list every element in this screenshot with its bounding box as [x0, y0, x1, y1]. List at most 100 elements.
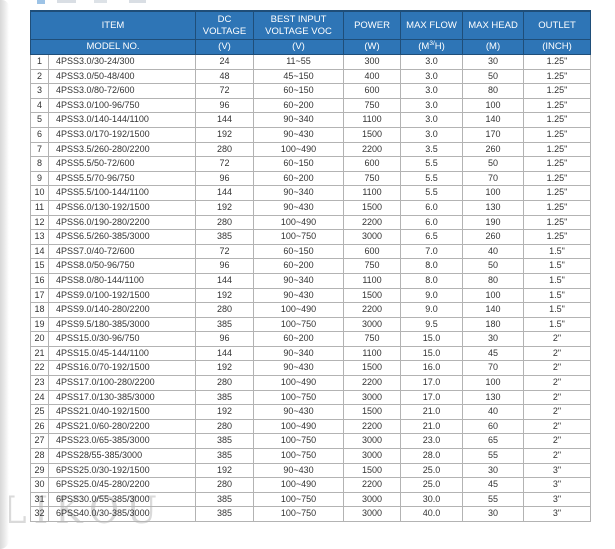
dc-voltage-cell: 96	[195, 258, 255, 274]
row-number-cell: 24	[30, 389, 49, 406]
outlet-cell: 1.25"	[523, 68, 592, 85]
max-head-cell: 60	[462, 418, 525, 435]
max-head-cell: 40	[462, 243, 525, 260]
max-head-cell: 30	[462, 54, 525, 70]
unit-power: (W)	[343, 39, 402, 55]
outlet-cell: 1.5"	[523, 302, 592, 318]
best-input-cell: 100~750	[253, 229, 345, 245]
unit-outlet: (INCH)	[523, 39, 592, 55]
row-number-cell: 25	[30, 404, 49, 420]
header-max-head: MAX HEAD	[462, 10, 525, 40]
dc-voltage-cell: 48	[195, 68, 255, 85]
row-number-cell: 7	[30, 141, 49, 158]
best-input-cell: 100~490	[253, 141, 345, 158]
best-input-cell: 100~490	[253, 418, 345, 435]
table-row: 21 4PSS15.0/45-144/1100 144 90~340 1100 15.0 4…	[30, 345, 592, 362]
power-cell: 2200	[343, 375, 402, 391]
dc-voltage-cell: 385	[195, 433, 255, 450]
power-cell: 2200	[343, 214, 402, 231]
table-row: 28 4PSS28/55-385/3000 385 100~750 3000 28.0 55…	[30, 448, 592, 464]
table-row: 14 4PSS7.0/40-72/600 72 60~150 600 7.0 40 1.5"	[30, 243, 592, 260]
model-no-cell: 6PSS25.0/30-192/1500	[47, 462, 197, 479]
outlet-cell: 1.25"	[523, 126, 592, 143]
outlet-cell: 1.5"	[523, 316, 592, 333]
header-item: ITEM	[29, 10, 197, 40]
power-cell: 2200	[343, 418, 402, 435]
row-number-cell: 9	[30, 170, 49, 187]
max-flow-cell: 3.0	[400, 126, 464, 143]
max-flow-cell: 5.5	[400, 170, 464, 187]
best-input-cell: 100~490	[253, 214, 345, 231]
max-head-cell: 50	[462, 68, 525, 85]
best-input-cell: 60~150	[253, 156, 345, 172]
model-no-cell: 4PSS9.0/100-192/1500	[47, 287, 197, 304]
table-row: 11 4PSS6.0/130-192/1500 192 90~430 1500 6.0 13…	[30, 199, 592, 216]
model-no-cell: 4PSS9.0/140-280/2200	[47, 302, 197, 318]
best-input-cell: 60~150	[253, 83, 345, 99]
table-row: 1 4PSS3.0/30-24/300 24 11~55 300 3.0 30 1.25"	[30, 54, 592, 70]
power-cell: 2200	[343, 302, 402, 318]
table-row: 30 6PSS25.0/45-280/2200 280 100~490 2200 25.0…	[30, 477, 592, 493]
dc-voltage-cell: 385	[195, 229, 255, 245]
dc-voltage-cell: 192	[195, 199, 255, 216]
outlet-cell: 1.25"	[523, 112, 592, 128]
dc-voltage-cell: 280	[195, 418, 255, 435]
outlet-cell: 1.25"	[523, 229, 592, 245]
best-input-cell: 60~200	[253, 97, 345, 114]
table-row: 15 4PSS8.0/50-96/750 96 60~200 750 8.0 50 1.5"	[30, 258, 592, 274]
header-outlet: OUTLET	[523, 10, 592, 40]
table-row: 10 4PSS5.5/100-144/1100 144 90~340 1100 5.5 10…	[30, 185, 592, 201]
max-flow-cell: 3.0	[400, 68, 464, 85]
row-number-cell: 1	[30, 54, 49, 70]
outlet-cell: 3"	[523, 491, 592, 508]
model-no-cell: 4PSS6.0/130-192/1500	[47, 199, 197, 216]
dc-voltage-cell: 96	[195, 331, 255, 347]
power-cell: 3000	[343, 229, 402, 245]
model-no-cell: 4PSS5.5/70-96/750	[47, 170, 197, 187]
table-row: 32 6PSS40.0/30-385/3000 385 100~750 3000 40.0…	[30, 506, 592, 522]
max-flow-cell: 8.0	[400, 272, 464, 289]
max-flow-cell: 9.0	[400, 302, 464, 318]
header-row-units: MODEL NO. (V) (V) (W) (M3/H) (M) (INCH)	[29, 39, 592, 55]
best-input-cell: 90~430	[253, 287, 345, 304]
model-no-cell: 4PSS8.0/80-144/1100	[47, 272, 197, 289]
row-number-cell: 6	[30, 126, 49, 143]
row-number-cell: 20	[30, 331, 49, 347]
row-number-cell: 21	[30, 345, 49, 362]
outlet-cell: 2"	[523, 360, 592, 377]
outlet-cell: 1.5"	[523, 243, 592, 260]
row-number-cell: 27	[30, 433, 49, 450]
dc-voltage-cell: 385	[195, 389, 255, 406]
best-input-cell: 100~490	[253, 375, 345, 391]
max-head-cell: 140	[462, 302, 525, 318]
max-flow-cell: 5.5	[400, 156, 464, 172]
max-flow-cell: 16.0	[400, 360, 464, 377]
power-cell: 1500	[343, 462, 402, 479]
dc-voltage-cell: 144	[195, 185, 255, 201]
table-row: 17 4PSS9.0/100-192/1500 192 90~430 1500 9.0 10…	[30, 287, 592, 304]
model-no-cell: 4PSS17.0/100-280/2200	[47, 375, 197, 391]
power-cell: 600	[343, 243, 402, 260]
table-row: 7 4PSS3.5/260-280/2200 280 100~490 2200 3.5 26…	[30, 141, 592, 158]
max-head-cell: 170	[462, 126, 525, 143]
max-head-cell: 55	[462, 448, 525, 464]
power-cell: 1100	[343, 185, 402, 201]
outlet-cell: 2"	[523, 375, 592, 391]
best-input-cell: 11~55	[253, 54, 345, 70]
outlet-cell: 1.25"	[523, 141, 592, 158]
max-flow-cell: 15.0	[400, 331, 464, 347]
row-number-cell: 19	[30, 316, 49, 333]
max-head-cell: 100	[462, 97, 525, 114]
power-cell: 3000	[343, 316, 402, 333]
model-no-cell: 4PSS5.5/100-144/1100	[47, 185, 197, 201]
max-flow-cell: 8.0	[400, 258, 464, 274]
header-max-flow: MAX FLOW	[400, 10, 464, 40]
model-no-cell: 4PSS3.0/140-144/1100	[47, 112, 197, 128]
outlet-cell: 1.25"	[523, 185, 592, 201]
table-row: 18 4PSS9.0/140-280/2200 280 100~490 2200 9.0 1…	[30, 302, 592, 318]
unit-max-flow: (M3/H)	[400, 39, 464, 55]
best-input-cell: 100~490	[253, 302, 345, 318]
table-row: 4 4PSS3.0/100-96/750 96 60~200 750 3.0 100 1.25…	[30, 97, 592, 114]
dc-voltage-cell: 72	[195, 83, 255, 99]
dc-voltage-cell: 280	[195, 302, 255, 318]
